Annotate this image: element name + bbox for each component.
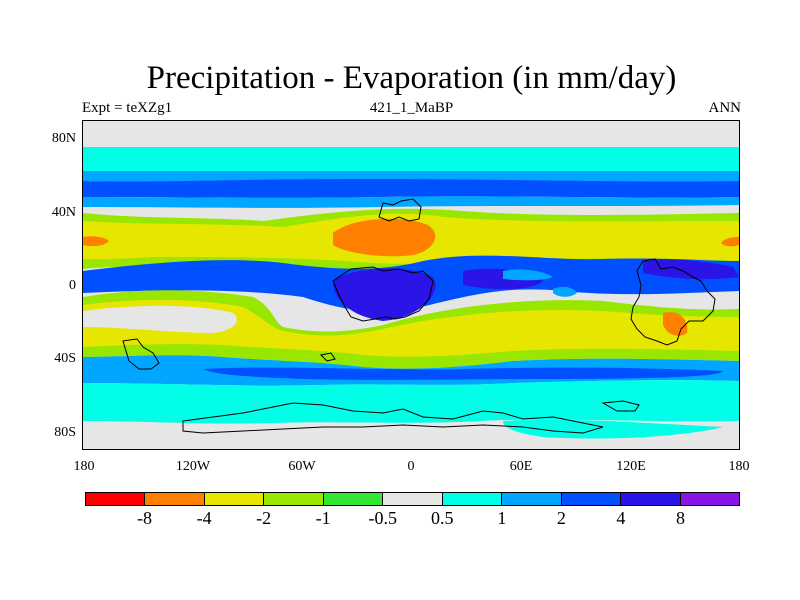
colorbar-swatch [561, 493, 622, 505]
colorbar-swatch [86, 493, 146, 505]
y-tick-label: 0 [69, 278, 76, 293]
dry-core-west [83, 236, 109, 247]
experiment-label: Expt = teXZg1 [82, 100, 173, 116]
colorbar-label: -8 [137, 508, 153, 528]
x-tick-label: 120W [175, 459, 211, 474]
x-tick-label: 0 [407, 459, 415, 474]
colorbar-label: -2 [256, 508, 272, 528]
coastline-antarctica [182, 402, 604, 434]
wet-spot [553, 286, 577, 297]
band-northern-lightblue [83, 171, 739, 183]
coastline-asia-australia [630, 258, 716, 346]
colorbar-label: 2 [556, 508, 566, 528]
band-southern-dry-yellow [83, 299, 739, 357]
y-tick-label: 40S [54, 351, 76, 366]
colorbar-swatch [502, 493, 562, 505]
y-tick-label: 80S [54, 425, 76, 440]
chart-title: Precipitation - Evaporation (in mm/day) [146, 60, 677, 96]
band-northern-blue2 [83, 196, 739, 208]
colorbar-label: 8 [675, 508, 685, 528]
x-tick-label: 60E [509, 459, 533, 474]
run-label: 421_1_MaBP [369, 100, 454, 116]
colorbar-label: 0.5 [431, 508, 454, 528]
coastlines [122, 198, 716, 434]
colorbar-label: 4 [616, 508, 626, 528]
x-tick-label: 180 [73, 459, 95, 474]
coastline-island-mid [319, 352, 336, 362]
x-tick-label: 120E [616, 459, 646, 474]
colorbar-label: -4 [196, 508, 212, 528]
itcz-inner [503, 269, 553, 281]
colorbar-swatch [204, 493, 265, 505]
field-map [83, 121, 739, 449]
colorbar-label: -1 [315, 508, 331, 528]
band-northern-blue [83, 179, 739, 198]
colorbar [85, 492, 740, 506]
colorbar-swatch [264, 493, 324, 505]
coastline-europe [378, 198, 422, 222]
x-tick-label: 60W [288, 459, 316, 474]
southern-cyan [83, 380, 739, 424]
dry-core-atlantic [333, 218, 436, 257]
itcz-core-africa [333, 268, 436, 321]
band-arctic-cyan [83, 147, 739, 171]
y-tick-label: 40N [51, 205, 76, 220]
storm-track-blue [203, 367, 723, 380]
season-label: ANN [708, 100, 742, 116]
dry-gap-grey [83, 305, 237, 333]
colorbar-label: 1 [497, 508, 507, 528]
antarctic-cyan-patch [503, 419, 723, 439]
colorbar-label: -0.5 [368, 508, 397, 528]
coastline-south-america [122, 338, 160, 370]
coastline-island-south [601, 400, 640, 412]
coastline-africa [332, 266, 434, 322]
y-tick-label: 80N [51, 131, 76, 146]
colorbar-swatch [145, 493, 205, 505]
colorbar-swatch [442, 493, 503, 505]
colorbar-swatch [383, 493, 443, 505]
colorbar-swatch [680, 493, 739, 505]
dry-core-east [721, 237, 739, 247]
colorbar-swatch [621, 493, 681, 505]
map-panel [82, 120, 740, 450]
itcz-core-pacific [643, 259, 739, 280]
colorbar-swatch [323, 493, 384, 505]
x-tick-label: 180 [728, 459, 750, 474]
